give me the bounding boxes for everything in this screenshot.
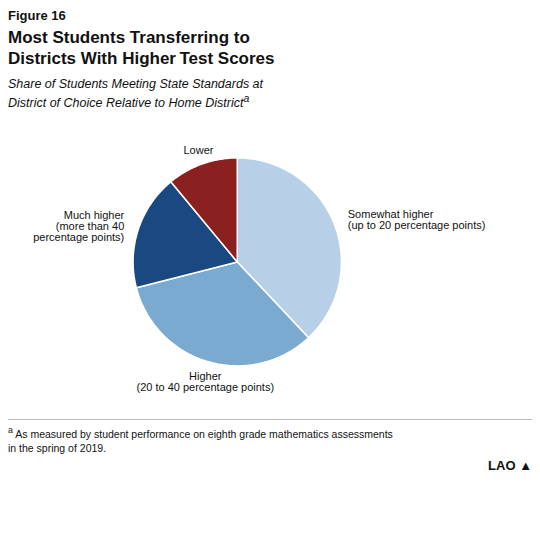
svg-text:Higher(20 to 40 percentage poi: Higher(20 to 40 percentage points) [136,370,274,393]
html-text:Most Students Transferring to: Most Students Transferring to Districts … [8,28,275,69]
svg-text:Much higher(more than 40percen: Much higher(more than 40percentage point… [33,209,124,243]
svg-text:Somewhat higher(up to 20 perce: Somewhat higher(up to 20 percentage poin… [348,208,486,231]
html-text:aAs measured by student perfor: aAs measured by student performance on e… [8,425,393,455]
svg-text:Lower: Lower [183,144,213,156]
html-text:Share of Students Meeting Stat: Share of Students Meeting State Standard… [8,76,263,110]
html-text:Figure 16: Figure 16 [8,8,66,23]
html-text:LAO ▲: LAO ▲ [488,458,532,473]
